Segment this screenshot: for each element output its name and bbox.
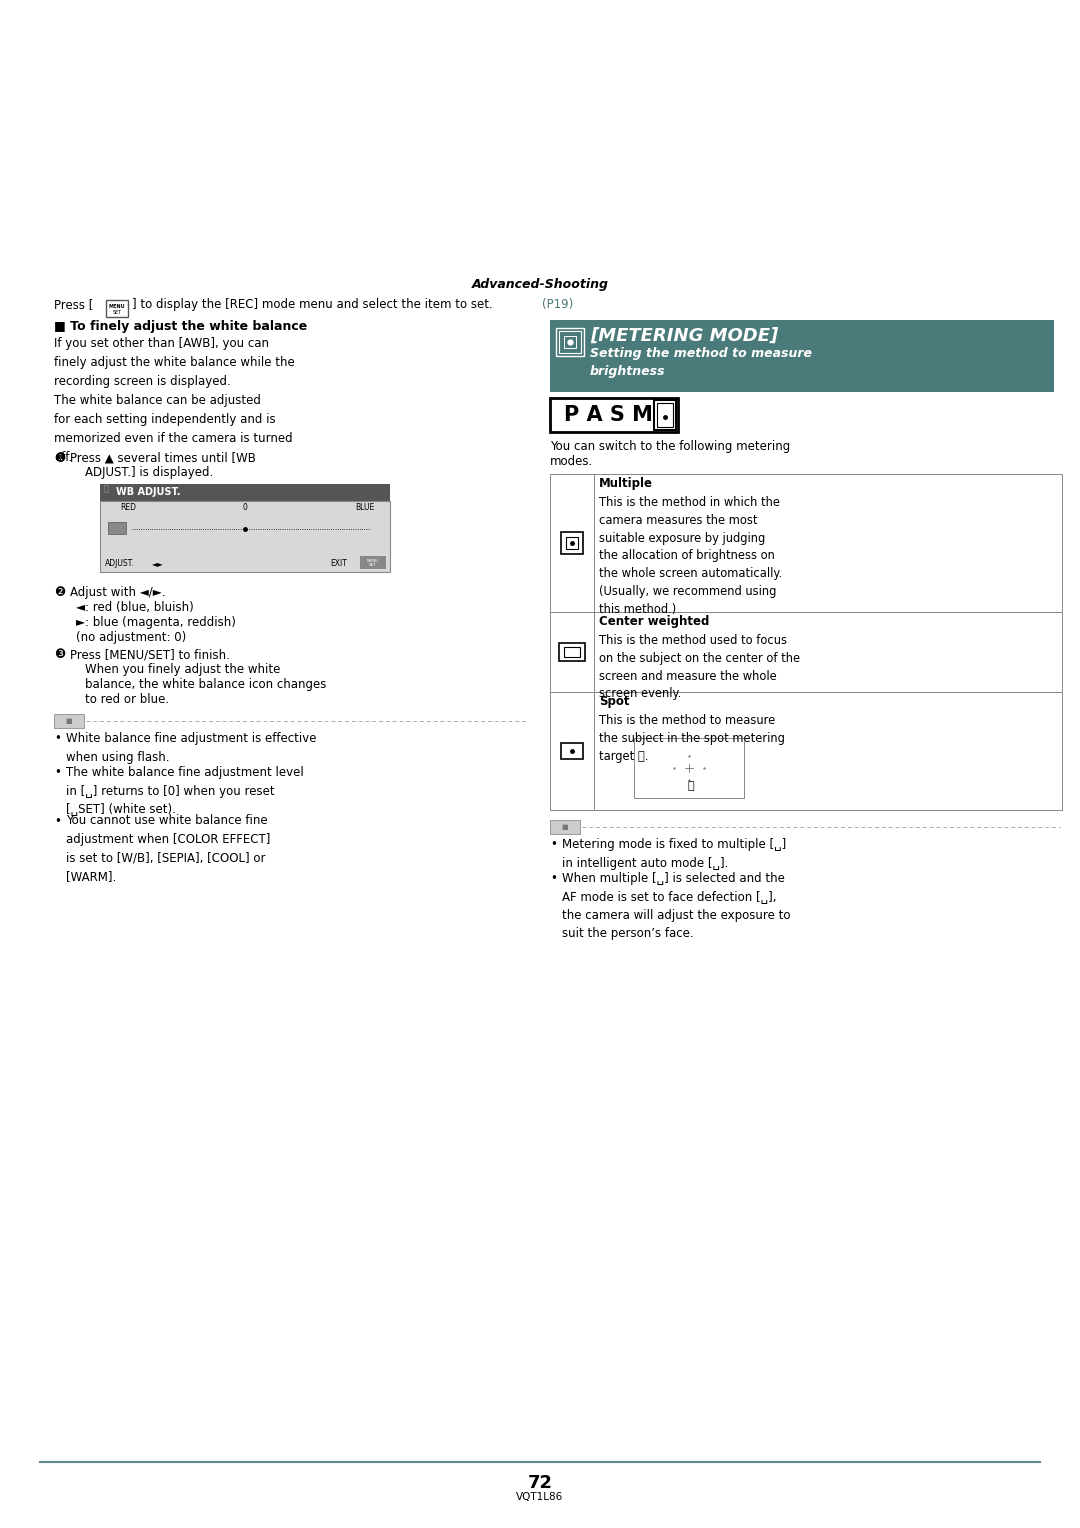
Text: balance, the white balance icon changes: balance, the white balance icon changes bbox=[70, 678, 326, 691]
Text: SET: SET bbox=[112, 310, 122, 315]
Text: (no adjustment: 0): (no adjustment: 0) bbox=[76, 631, 186, 643]
Text: ❶: ❶ bbox=[54, 452, 65, 465]
Text: ] to display the [REC] mode menu and select the item to set.: ] to display the [REC] mode menu and sel… bbox=[132, 298, 492, 312]
Text: Multiple: Multiple bbox=[599, 477, 653, 490]
Text: White balance fine adjustment is effective
when using flash.: White balance fine adjustment is effecti… bbox=[66, 732, 316, 764]
Text: Press [MENU/SET] to finish.: Press [MENU/SET] to finish. bbox=[70, 648, 230, 662]
Text: If you set other than [AWB], you can
finely adjust the white balance while the
r: If you set other than [AWB], you can fin… bbox=[54, 338, 295, 465]
Text: ◄►: ◄► bbox=[152, 559, 164, 568]
Bar bbox=[559, 332, 581, 353]
Bar bbox=[550, 692, 1062, 810]
Text: ADJUST.: ADJUST. bbox=[105, 559, 135, 568]
Text: brightness: brightness bbox=[590, 365, 665, 379]
Text: Center weighted: Center weighted bbox=[599, 616, 710, 628]
Bar bbox=[564, 336, 576, 348]
Text: BLUE: BLUE bbox=[355, 504, 375, 512]
Text: [METERING MODE]: [METERING MODE] bbox=[590, 327, 779, 345]
Bar bbox=[566, 536, 578, 549]
Text: modes.: modes. bbox=[550, 455, 593, 468]
Bar bbox=[559, 643, 585, 662]
Text: This is the method in which the
camera measures the most
suitable exposure by ju: This is the method in which the camera m… bbox=[599, 497, 782, 616]
Text: Advanced-Shooting: Advanced-Shooting bbox=[472, 278, 608, 290]
Bar bbox=[634, 738, 744, 798]
Text: P A S M: P A S M bbox=[564, 405, 652, 425]
Text: MENU: MENU bbox=[109, 304, 125, 309]
Bar bbox=[561, 743, 583, 759]
Text: You cannot use white balance fine
adjustment when [COLOR EFFECT]
is set to [W/B]: You cannot use white balance fine adjust… bbox=[66, 814, 270, 883]
Bar bbox=[100, 501, 390, 571]
Bar bbox=[550, 397, 678, 432]
Bar bbox=[108, 523, 126, 533]
Text: ◄: red (blue, bluish): ◄: red (blue, bluish) bbox=[76, 601, 193, 614]
Text: Setting the method to measure: Setting the method to measure bbox=[590, 347, 812, 361]
Text: ADJUST.] is displayed.: ADJUST.] is displayed. bbox=[70, 466, 213, 478]
Text: EXIT: EXIT bbox=[330, 559, 347, 568]
Text: ■: ■ bbox=[562, 824, 568, 830]
Text: This is the method used to focus
on the subject on the center of the
screen and : This is the method used to focus on the … bbox=[599, 634, 800, 700]
Text: •: • bbox=[54, 814, 60, 828]
Bar bbox=[106, 299, 129, 316]
Text: ❸: ❸ bbox=[54, 648, 65, 662]
Text: •: • bbox=[550, 837, 557, 851]
Bar bbox=[550, 319, 1054, 393]
Bar bbox=[654, 400, 676, 429]
Text: MENU
SET: MENU SET bbox=[367, 559, 379, 567]
Bar bbox=[54, 714, 84, 727]
Bar bbox=[657, 403, 673, 426]
Bar bbox=[561, 532, 583, 555]
Text: Press ▲ several times until [WB: Press ▲ several times until [WB bbox=[70, 452, 256, 465]
Text: •: • bbox=[54, 766, 60, 779]
Text: Spot: Spot bbox=[599, 695, 630, 709]
Text: WB ADJUST.: WB ADJUST. bbox=[116, 487, 180, 497]
Text: •: • bbox=[550, 872, 557, 885]
Text: ■: ■ bbox=[66, 718, 72, 724]
Bar bbox=[100, 484, 390, 501]
Text: RED: RED bbox=[120, 504, 136, 512]
Bar bbox=[550, 474, 1062, 613]
Text: You can switch to the following metering: You can switch to the following metering bbox=[550, 440, 791, 452]
Text: ❷: ❷ bbox=[54, 587, 65, 599]
Text: VQT1L86: VQT1L86 bbox=[516, 1491, 564, 1502]
Text: 72: 72 bbox=[527, 1475, 553, 1491]
Text: When multiple [␣] is selected and the
AF mode is set to face defection [␣],
the : When multiple [␣] is selected and the AF… bbox=[562, 872, 791, 941]
Bar bbox=[550, 613, 1062, 692]
Text: (P19): (P19) bbox=[542, 298, 573, 312]
Bar bbox=[564, 646, 580, 657]
Text: to red or blue.: to red or blue. bbox=[70, 694, 170, 706]
Text: Metering mode is fixed to multiple [␣]
in intelligent auto mode [␣].: Metering mode is fixed to multiple [␣] i… bbox=[562, 837, 786, 869]
Bar bbox=[360, 556, 386, 568]
Text: ■ To finely adjust the white balance: ■ To finely adjust the white balance bbox=[54, 319, 307, 333]
Text: Press [: Press [ bbox=[54, 298, 93, 312]
Bar bbox=[556, 329, 584, 356]
Text: When you finely adjust the white: When you finely adjust the white bbox=[70, 663, 281, 675]
Text: Ⓐ: Ⓐ bbox=[688, 781, 694, 792]
Text: This is the method to measure
the subject in the spot metering
target Ⓐ.: This is the method to measure the subjec… bbox=[599, 714, 785, 762]
Text: Adjust with ◄/►.: Adjust with ◄/►. bbox=[70, 587, 165, 599]
Text: The white balance fine adjustment level
in [␣] returns to [0] when you reset
[␣S: The white balance fine adjustment level … bbox=[66, 766, 303, 816]
Text: 0: 0 bbox=[243, 504, 247, 512]
Bar bbox=[550, 821, 580, 834]
Text: ⬛: ⬛ bbox=[104, 484, 109, 494]
Text: ►: blue (magenta, reddish): ►: blue (magenta, reddish) bbox=[76, 616, 235, 630]
Text: •: • bbox=[54, 732, 60, 746]
